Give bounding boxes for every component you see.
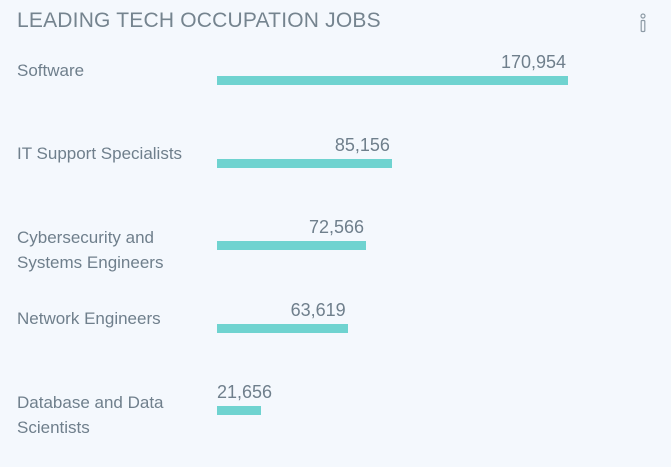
- value-label: 21,656: [217, 382, 273, 402]
- bar[interactable]: [217, 406, 262, 415]
- category-label: Network Engineers: [17, 309, 161, 328]
- info-icon[interactable]: [637, 13, 649, 33]
- bar[interactable]: [217, 324, 348, 333]
- value-label: 85,156: [334, 135, 390, 155]
- category-label: Database and Data Scientists: [17, 393, 164, 437]
- bar[interactable]: [217, 241, 366, 250]
- category-label: IT Support Specialists: [17, 144, 183, 163]
- value-label: 63,619: [290, 300, 346, 320]
- category-label: Cybersecurity and Systems Engineers: [17, 228, 164, 272]
- value-label: 170,954: [501, 52, 567, 72]
- bar[interactable]: [217, 159, 392, 168]
- bar[interactable]: [217, 76, 568, 85]
- category-label: Software: [17, 61, 85, 80]
- chart-title: LEADING TECH OCCUPATION JOBS: [17, 9, 381, 32]
- value-label: 72,566: [308, 217, 365, 237]
